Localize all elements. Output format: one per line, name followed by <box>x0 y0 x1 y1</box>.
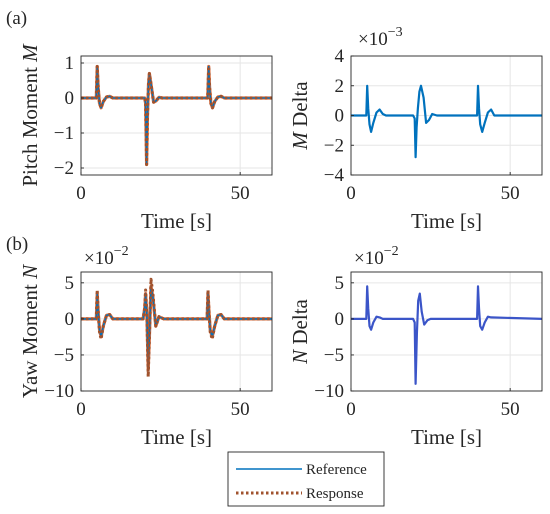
y-tick-label: −10 <box>44 381 74 402</box>
y-tick-label: −10 <box>314 381 344 402</box>
y-tick-label: 5 <box>65 273 75 294</box>
chart-ndelta: 0 50 −10 −5 0 5 Time [s] N Delta ×10−2 <box>288 244 543 449</box>
y-tick-label: −2 <box>324 135 344 156</box>
axis-exponent: ×10−2 <box>84 244 129 269</box>
x-tick-label: 0 <box>76 183 86 204</box>
y-tick-label: 0 <box>65 309 75 330</box>
x-tick-label: 0 <box>346 399 356 420</box>
y-tick-label: 5 <box>335 273 345 294</box>
panel-label: (a) <box>6 8 27 29</box>
legend: Reference Response <box>227 451 385 507</box>
y-tick-label: 0 <box>335 106 345 127</box>
legend-label-1: Reference <box>306 462 367 478</box>
x-tick-label: 50 <box>231 183 250 204</box>
series-line-mdelta-0 <box>351 84 542 159</box>
series-line-ndelta-0 <box>351 285 542 385</box>
x-axis-label: Time [s] <box>411 209 482 233</box>
panel-label: (b) <box>6 234 28 255</box>
chart-yaw: 0 50 −10 −5 0 5 Time [s] Yaw Moment N ×10−2 <box>18 244 273 449</box>
x-tick-label: 0 <box>76 399 86 420</box>
y-axis-label: Yaw Moment N <box>18 264 42 398</box>
x-axis-label: Time [s] <box>141 425 212 449</box>
legend-label-2: Response <box>306 486 364 502</box>
y-tick-label: −1 <box>54 123 74 144</box>
y-tick-label: 0 <box>65 88 75 109</box>
y-tick-label: 1 <box>65 53 75 74</box>
plot-area <box>81 272 272 391</box>
plot-area <box>351 272 542 391</box>
legend-box <box>227 451 385 507</box>
plot-area <box>81 56 272 175</box>
y-tick-label: 0 <box>335 309 345 330</box>
axis-exponent: ×10−3 <box>358 25 403 50</box>
y-tick-label: 2 <box>335 76 345 97</box>
chart-mdelta: 0 50 −4 −2 0 2 4 Time [s] M Delta ×10−3 <box>288 25 543 233</box>
y-tick-label: 4 <box>335 46 345 67</box>
y-tick-label: −4 <box>324 165 345 186</box>
y-tick-label: −5 <box>54 345 74 366</box>
x-axis-label: Time [s] <box>141 209 212 233</box>
x-axis-label: Time [s] <box>411 425 482 449</box>
x-tick-label: 50 <box>231 399 250 420</box>
y-axis-label: N Delta <box>288 298 312 364</box>
chart-pitch: 0 50 −2 −1 0 1 Time [s] Pitch Moment M <box>18 43 273 233</box>
y-tick-label: −5 <box>324 345 344 366</box>
y-axis-label: M Delta <box>288 81 312 151</box>
series-line-pitch-1 <box>81 65 272 166</box>
x-tick-label: 0 <box>346 183 356 204</box>
y-tick-label: −2 <box>54 158 74 179</box>
axes-box <box>80 55 273 176</box>
axes-box <box>350 271 543 392</box>
axis-exponent: ×10−2 <box>354 244 399 269</box>
series-line-yaw-1 <box>81 277 272 379</box>
axes-box <box>80 271 273 392</box>
y-axis-label: Pitch Moment M <box>18 43 42 187</box>
x-tick-label: 50 <box>501 183 520 204</box>
x-tick-label: 50 <box>501 399 520 420</box>
